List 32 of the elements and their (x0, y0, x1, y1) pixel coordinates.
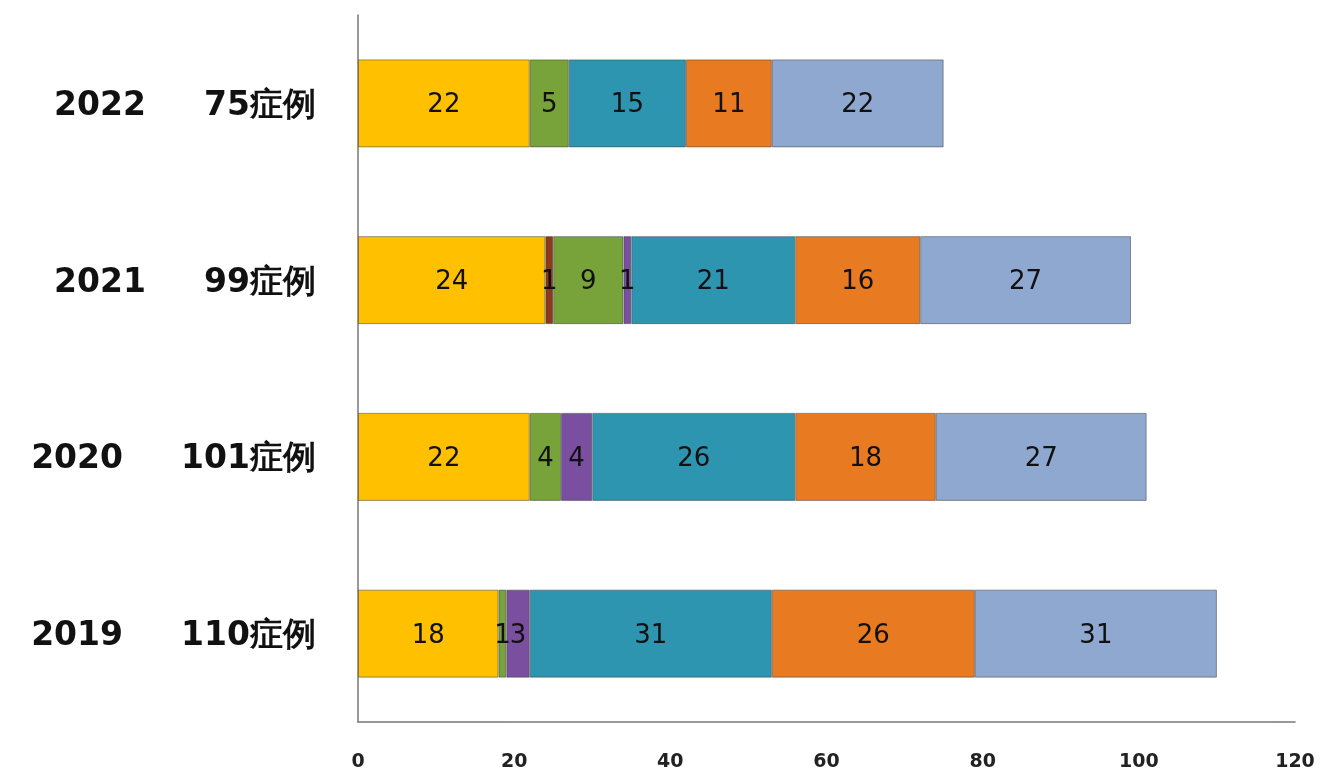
x-tick-label: 100 (1119, 748, 1159, 771)
data-label: 27 (1024, 441, 1058, 472)
data-label: 22 (841, 88, 875, 119)
x-tick-label: 120 (1275, 748, 1315, 771)
data-label: 31 (1079, 618, 1113, 649)
data-label: 27 (1009, 265, 1043, 296)
category-label: 2021 99症例 (54, 260, 316, 300)
data-label: 9 (580, 265, 597, 296)
data-label: 3 (509, 618, 527, 649)
category-label: 2020 101症例 (31, 437, 316, 477)
category-label: 2022 75症例 (54, 83, 316, 123)
data-label: 16 (841, 265, 875, 296)
data-label: 18 (848, 441, 883, 472)
x-tick-label: 60 (813, 748, 840, 771)
data-label: 4 (537, 441, 554, 472)
data-label: 22 (427, 441, 461, 472)
category-label: 2019 110症例 (31, 614, 316, 654)
data-label: 11 (712, 88, 746, 119)
data-label: 15 (610, 88, 644, 119)
data-label: 21 (696, 265, 730, 296)
data-label: 26 (856, 618, 890, 649)
data-label: 18 (411, 618, 445, 649)
data-label: 22 (427, 88, 461, 119)
data-label: 26 (677, 441, 711, 472)
x-tick-label: 20 (500, 748, 528, 771)
x-tick-label: 0 (351, 748, 365, 771)
data-label: 31 (634, 618, 668, 649)
data-label: 4 (568, 441, 585, 472)
x-tick-label: 80 (969, 748, 996, 771)
data-label: 24 (435, 265, 469, 296)
x-tick-label: 40 (657, 748, 684, 771)
data-label: 5 (541, 88, 558, 119)
